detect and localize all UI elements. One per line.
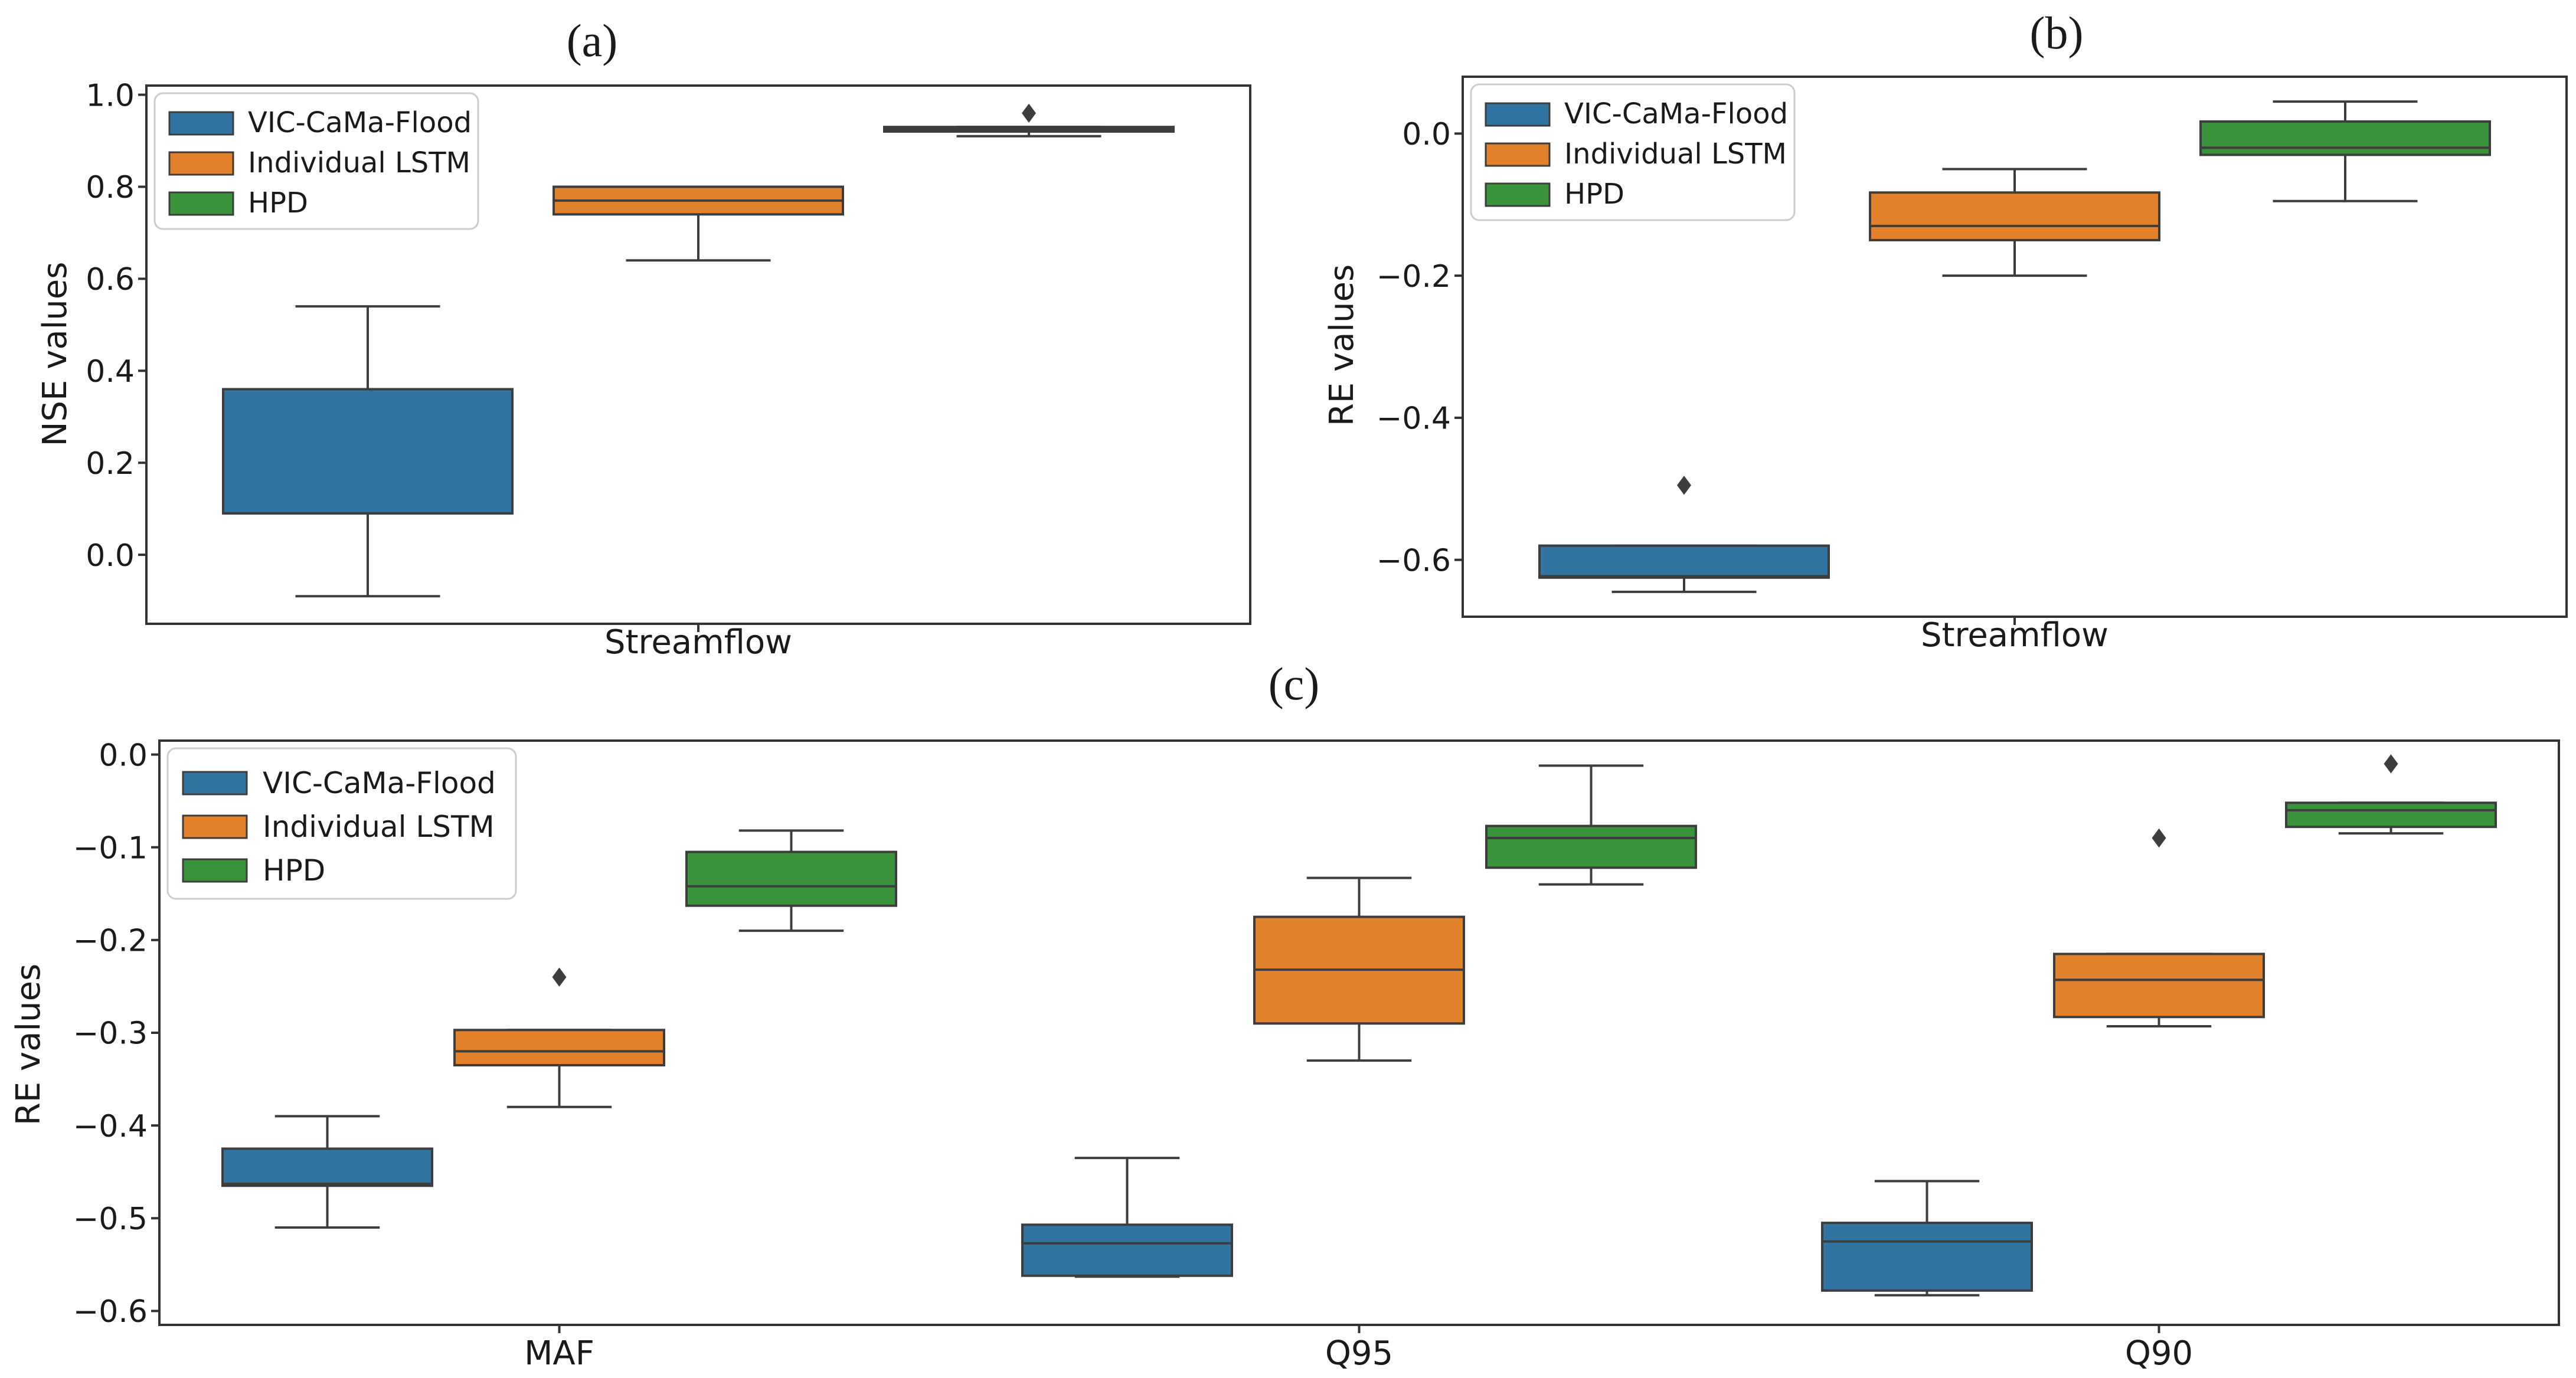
panel-c-y-tick-label: −0.3 — [73, 1016, 148, 1052]
panel-a: (a) Streamflow NSE values 0.00.20.40.60.… — [36, 15, 1251, 662]
panel-c-legend-swatch-hpd — [182, 858, 248, 883]
panel-b-legend-swatch-hpd — [1485, 182, 1551, 207]
panel-b: (b) Streamflow RE values −0.6−0.4−0.20.0… — [1323, 7, 2568, 654]
panel-b-y-tick-label: 0.0 — [1402, 117, 1451, 152]
panel-a-label: (a) — [567, 15, 618, 66]
panel-a-legend-swatch-vic — [168, 111, 234, 136]
panel-c-y-tick-label: −0.4 — [73, 1109, 148, 1144]
panel-c-individual-lstm-maf-outlier — [552, 967, 567, 987]
panel-a-legend-label-vic: VIC-CaMa-Flood — [248, 106, 472, 139]
panel-a-legend-swatch-hpd — [168, 191, 234, 216]
panel-c-hpd-q95-box — [1485, 824, 1697, 869]
panel-c-y-tick-label: −0.1 — [73, 830, 148, 866]
panel-c-legend-frame — [166, 747, 517, 900]
panel-c-individual-lstm-q90-box-group — [2053, 828, 2265, 1027]
panel-c-legend-label-hpd: HPD — [263, 853, 325, 888]
panel-c-y-tick-label: 0.0 — [99, 738, 148, 773]
panel-a-vic-cama-flood-streamflow-box — [222, 388, 514, 515]
panel-b-legend: VIC-CaMa-Flood Individual LSTM HPD — [1470, 83, 1796, 221]
panel-c-legend-label-lstm: Individual LSTM — [263, 810, 495, 844]
panel-c-individual-lstm-q90-outlier — [2152, 828, 2166, 848]
panel-c-legend-swatch-vic — [182, 771, 248, 796]
panel-a-legend-label-lstm: Individual LSTM — [248, 146, 470, 179]
panel-c-individual-lstm-maf-box-group — [453, 967, 665, 1108]
panel-b-y-axis-label: RE values — [1323, 264, 1361, 426]
panel-c-hpd-maf-box — [685, 850, 897, 907]
panel-c-vic-cama-flood-q95-box — [1021, 1223, 1233, 1277]
panel-a-y-tick-label: 0.2 — [86, 446, 135, 482]
panel-b-hpd-streamflow-box-group — [2199, 100, 2491, 202]
panel-a-vic-cama-flood-streamflow-box-group — [222, 305, 514, 598]
panel-b-legend-label-vic: VIC-CaMa-Flood — [1564, 97, 1788, 130]
panel-a-legend-frame — [153, 92, 479, 230]
panel-a-y-tick-label: 0.0 — [86, 538, 135, 574]
panel-c-individual-lstm-q90-box — [2053, 953, 2265, 1019]
panel-b-individual-lstm-streamflow-box-group — [1869, 168, 2160, 277]
panel-b-y-tick-label: −0.6 — [1377, 543, 1451, 578]
panel-a-y-ticks: 0.0 0.2 0.4 0.6 0.8 1.0 — [86, 78, 699, 632]
panel-c-boxes — [221, 754, 2497, 1297]
panel-c-legend-swatch-lstm — [182, 814, 248, 839]
panel-b-label: (b) — [2030, 7, 2084, 58]
panel-a-y-tick-label: 0.8 — [86, 170, 135, 205]
panel-c-vic-cama-flood-maf-box — [221, 1147, 433, 1187]
panel-b-legend-swatch-lstm — [1485, 142, 1551, 167]
panel-c-x-tick-label-q90: Q90 — [2125, 1334, 2193, 1373]
panel-b-hpd-streamflow-box — [2199, 120, 2491, 156]
panel-c: (c) RE values −0.6 −0.5 −0.4 −0.3 −0.2 −0.1 0.… — [9, 658, 2560, 1373]
panel-a-y-tick-label: 0.4 — [86, 354, 135, 389]
panel-a-y-tick-label: 1.0 — [86, 78, 135, 113]
panel-b-y-tick-label: −0.4 — [1377, 401, 1451, 437]
panel-c-legend-label-vic: VIC-CaMa-Flood — [263, 766, 496, 800]
panel-a-y-axis-label: NSE values — [36, 262, 74, 447]
panel-a-hpd-streamflow-outlier — [1022, 103, 1036, 123]
panel-c-hpd-q95-box-group — [1485, 764, 1697, 886]
panel-b-y-tick-label: −0.2 — [1377, 259, 1451, 294]
panel-a-hpd-streamflow-box-group — [883, 103, 1175, 138]
panel-b-plot-frame — [1462, 76, 2568, 618]
panel-c-y-axis-label: RE values — [9, 964, 48, 1125]
panel-b-boxes — [1538, 100, 2491, 593]
panel-b-legend-label-hpd: HPD — [1564, 178, 1624, 211]
panel-a-legend-label-hpd: HPD — [248, 186, 308, 220]
panel-c-y-ticks: −0.6 −0.5 −0.4 −0.3 −0.2 −0.1 0.0 MAF Q95 Q90 — [73, 738, 2193, 1373]
panel-b-y-ticks: −0.6 −0.4 −0.2 0.0 — [1377, 117, 2016, 625]
panel-a-legend: VIC-CaMa-Flood Individual LSTM HPD — [153, 92, 479, 230]
panel-c-hpd-q90-box — [2285, 801, 2497, 829]
panel-c-plot-frame — [158, 739, 2560, 1326]
panel-c-vic-cama-flood-q90-box — [1821, 1222, 2033, 1292]
panel-c-individual-lstm-maf-box — [453, 1029, 665, 1067]
panel-a-individual-lstm-streamflow-box-group — [553, 185, 844, 262]
panel-b-legend-swatch-vic — [1485, 102, 1551, 127]
panel-b-individual-lstm-streamflow-box — [1869, 191, 2160, 241]
panel-c-x-tick-label-q95: Q95 — [1325, 1334, 1393, 1373]
panel-c-label: (c) — [1269, 658, 1320, 709]
panel-a-y-tick-label: 0.6 — [86, 262, 135, 297]
panel-c-y-tick-label: −0.5 — [73, 1202, 148, 1237]
panel-c-vic-cama-flood-maf-box-group — [221, 1115, 433, 1229]
panel-c-hpd-maf-box-group — [685, 829, 897, 932]
panel-c-y-tick-label: −0.6 — [73, 1294, 148, 1330]
panel-c-hpd-q90-outlier — [2384, 754, 2398, 774]
panel-c-x-tick-label-maf: MAF — [524, 1334, 594, 1373]
panel-c-individual-lstm-q95-box-group — [1253, 876, 1465, 1062]
panel-a-plot-frame — [145, 84, 1251, 625]
panel-b-vic-cama-flood-streamflow-outlier — [1677, 476, 1691, 495]
panel-c-legend: VIC-CaMa-Flood Individual LSTM HPD — [166, 747, 517, 900]
panel-a-boxes — [222, 103, 1175, 598]
panel-b-legend-frame — [1470, 83, 1796, 221]
panel-c-y-tick-label: −0.2 — [73, 924, 148, 959]
panel-c-hpd-q90-box-group — [2285, 754, 2497, 835]
panel-c-vic-cama-flood-q95-box-group — [1021, 1157, 1233, 1278]
panel-b-vic-cama-flood-streamflow-box — [1538, 544, 1830, 579]
panel-b-vic-cama-flood-streamflow-box-group — [1538, 476, 1830, 593]
panel-c-vic-cama-flood-q90-box-group — [1821, 1180, 2033, 1297]
panel-a-legend-swatch-lstm — [168, 151, 234, 176]
panel-b-legend-label-lstm: Individual LSTM — [1564, 138, 1787, 171]
